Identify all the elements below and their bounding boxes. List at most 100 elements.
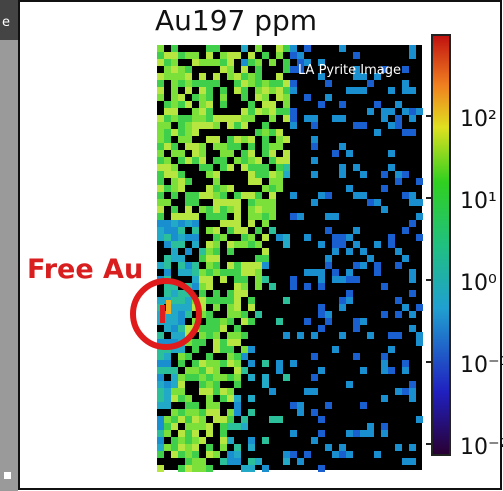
map-cell — [241, 234, 248, 241]
map-cell — [220, 164, 227, 171]
map-cell — [234, 115, 241, 122]
map-cell — [283, 374, 290, 381]
map-cell — [241, 269, 248, 276]
map-cell — [157, 234, 164, 241]
map-cell — [178, 360, 185, 367]
map-cell — [171, 101, 178, 108]
map-cell — [213, 318, 220, 325]
map-cell — [276, 185, 283, 192]
map-cell — [339, 444, 346, 451]
map-cell — [227, 318, 234, 325]
map-cell — [255, 192, 262, 199]
map-cell — [402, 255, 409, 262]
map-cell — [374, 269, 381, 276]
map-cell — [206, 52, 213, 59]
map-cell — [206, 262, 213, 269]
map-cell — [171, 73, 178, 80]
map-cell — [213, 80, 220, 87]
map-cell — [227, 150, 234, 157]
map-cell — [360, 430, 367, 437]
map-cell — [318, 430, 325, 437]
map-cell — [199, 269, 206, 276]
map-cell — [234, 213, 241, 220]
map-cell — [290, 276, 297, 283]
map-cell — [297, 332, 304, 339]
map-cell — [276, 136, 283, 143]
map-cell — [185, 143, 192, 150]
map-cell — [213, 206, 220, 213]
map-cell — [304, 451, 311, 458]
map-cell — [234, 87, 241, 94]
map-cell — [178, 101, 185, 108]
map-cell — [178, 444, 185, 451]
map-cell — [199, 108, 206, 115]
map-cell — [199, 80, 206, 87]
map-cell — [206, 115, 213, 122]
map-cell — [206, 213, 213, 220]
map-cell — [185, 157, 192, 164]
map-cell — [220, 437, 227, 444]
map-cell — [241, 465, 248, 472]
map-cell — [311, 157, 318, 164]
map-cell — [213, 136, 220, 143]
map-cell — [353, 52, 360, 59]
map-cell — [346, 290, 353, 297]
map-cell — [255, 45, 262, 52]
map-cell — [157, 80, 164, 87]
map-cell — [262, 101, 269, 108]
map-cell — [269, 283, 276, 290]
map-cell — [269, 227, 276, 234]
map-cell — [234, 269, 241, 276]
map-cell — [248, 241, 255, 248]
map-cell — [290, 430, 297, 437]
map-cell — [255, 262, 262, 269]
map-cell — [234, 395, 241, 402]
map-cell — [234, 325, 241, 332]
map-cell — [220, 318, 227, 325]
map-cell — [318, 241, 325, 248]
map-cell — [178, 353, 185, 360]
map-cell — [185, 437, 192, 444]
map-cell — [374, 199, 381, 206]
map-cell — [199, 374, 206, 381]
map-cell — [241, 115, 248, 122]
map-cell — [192, 360, 199, 367]
map-cell — [178, 227, 185, 234]
map-cell — [213, 269, 220, 276]
map-cell — [206, 164, 213, 171]
map-cell — [178, 290, 185, 297]
map-cell — [388, 164, 395, 171]
map-cell — [255, 311, 262, 318]
map-cell — [395, 311, 402, 318]
map-cell — [353, 227, 360, 234]
map-cell — [332, 150, 339, 157]
map-cell — [227, 220, 234, 227]
map-cell — [234, 276, 241, 283]
map-cell — [185, 367, 192, 374]
map-cell — [360, 171, 367, 178]
map-cell — [178, 430, 185, 437]
map-cell — [402, 227, 409, 234]
map-cell — [262, 437, 269, 444]
map-cell — [185, 269, 192, 276]
map-cell — [346, 185, 353, 192]
map-cell — [409, 444, 416, 451]
map-cell — [192, 374, 199, 381]
map-cell — [360, 122, 367, 129]
map-cell — [220, 115, 227, 122]
map-cell — [255, 458, 262, 465]
map-cell — [199, 416, 206, 423]
map-cell — [171, 129, 178, 136]
map-cell — [178, 374, 185, 381]
map-cell — [157, 374, 164, 381]
map-cell — [220, 395, 227, 402]
map-cell — [283, 94, 290, 101]
map-cell — [227, 241, 234, 248]
map-cell — [192, 367, 199, 374]
map-cell — [283, 451, 290, 458]
map-cell — [178, 262, 185, 269]
map-cell — [241, 80, 248, 87]
map-cell — [346, 276, 353, 283]
map-cell — [381, 360, 388, 367]
map-cell — [164, 66, 171, 73]
